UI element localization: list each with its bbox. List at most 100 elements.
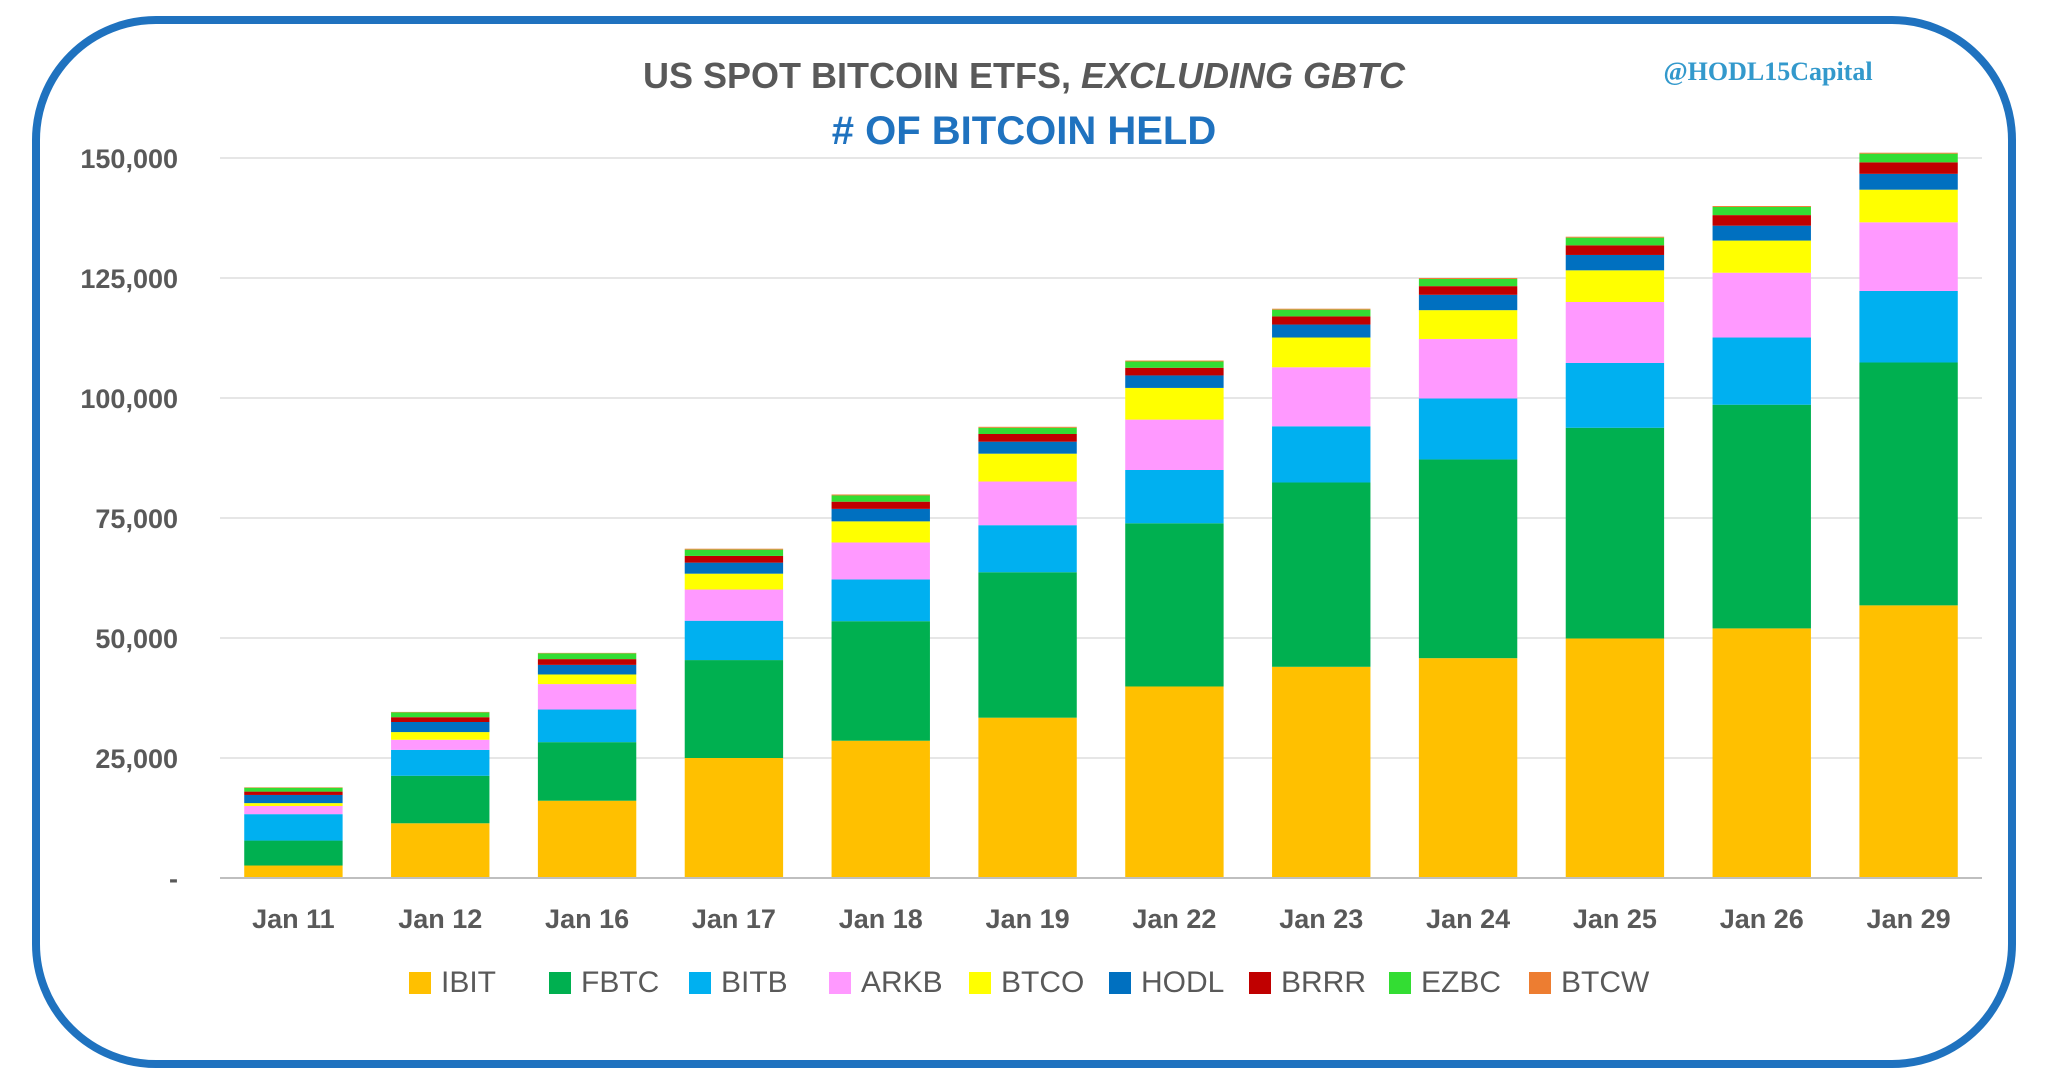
legend-item-fbtc: FBTC [549, 966, 659, 999]
bar-ibit [244, 865, 343, 878]
bar-fbtc [391, 775, 490, 824]
bar-stack-jan-25 [1565, 236, 1665, 878]
legend-item-bitb: BITB [689, 966, 788, 999]
bar-btco [537, 674, 637, 685]
y-tick-label: 50,000 [95, 624, 178, 654]
legend: IBIT FBTC BITB ARKB BTCO HODL BRRR EZBC BTCW [409, 966, 1650, 999]
legend-swatch [1529, 972, 1551, 994]
bar-btco [831, 521, 930, 543]
bar-stack-jan-12 [391, 711, 490, 878]
legend-swatch [1249, 972, 1271, 994]
bar-ezbc [684, 549, 784, 556]
bar-hodl [391, 722, 490, 733]
x-tick-label: Jan 11 [252, 904, 335, 934]
bar-ezbc [244, 787, 343, 792]
bar-bitb [1859, 290, 1958, 363]
bar-ibit [1859, 605, 1958, 878]
x-tick-label: Jan 16 [545, 904, 629, 934]
bar-arkb [1859, 222, 1958, 291]
x-tick-label: Jan 23 [1279, 904, 1363, 934]
x-tick-label: Jan 12 [398, 904, 482, 934]
bar-ibit [684, 758, 784, 878]
legend-swatch [829, 972, 851, 994]
bar-brrr [684, 555, 784, 563]
bar-fbtc [244, 840, 343, 866]
bar-btcw [1125, 360, 1224, 362]
bar-fbtc [684, 660, 784, 758]
bar-stack-jan-29 [1859, 152, 1958, 878]
bar-bitb [978, 525, 1077, 573]
bar-hodl [1859, 173, 1958, 190]
bar-fbtc [1125, 523, 1224, 687]
bar-btcw [1418, 278, 1518, 279]
x-axis-ticks: Jan 11 Jan 12 Jan 16 Jan 17 Jan 18 Jan 19 Jan … [252, 904, 1950, 934]
bar-hodl [1418, 294, 1518, 311]
bar-brrr [537, 659, 637, 665]
bar-arkb [831, 542, 930, 580]
legend-item-arkb: ARKB [829, 966, 943, 999]
bar-fbtc [1565, 427, 1665, 639]
bar-brrr [1418, 286, 1518, 295]
legend-label: BTCW [1561, 966, 1650, 999]
legend-swatch [689, 972, 711, 994]
x-tick-label: Jan 26 [1720, 904, 1804, 934]
legend-label: IBIT [441, 966, 496, 999]
bar-fbtc [537, 742, 637, 801]
bar-bitb [831, 579, 930, 622]
bar-fbtc [831, 621, 930, 741]
bar-ezbc [1125, 361, 1224, 368]
bar-arkb [391, 739, 490, 750]
bar-arkb [1125, 419, 1224, 470]
x-tick-label: Jan 19 [986, 904, 1070, 934]
legend-swatch [969, 972, 991, 994]
bar-hodl [244, 794, 343, 804]
chart-title-italic: EXCLUDING GBTC [1081, 55, 1406, 96]
bar-hodl [537, 664, 637, 675]
chart-title-main: US SPOT BITCOIN ETFS, [643, 55, 1081, 96]
bar-btcw [1859, 152, 1958, 154]
bar-fbtc [1418, 459, 1518, 659]
bar-brrr [978, 434, 1077, 442]
legend-label: BITB [721, 966, 788, 999]
bar-stack-jan-22 [1125, 360, 1224, 878]
bar-bitb [1272, 426, 1371, 483]
bar-brrr [1712, 215, 1811, 226]
legend-swatch [409, 972, 431, 994]
bar-brrr [1859, 162, 1958, 174]
x-tick-label: Jan 24 [1426, 904, 1510, 934]
bar-arkb [1712, 272, 1811, 338]
bar-bitb [391, 749, 490, 776]
legend-label: ARKB [861, 966, 943, 999]
bar-fbtc [978, 572, 1077, 718]
bar-brrr [1125, 367, 1224, 376]
bar-btco [1859, 189, 1958, 223]
bar-hodl [1565, 254, 1665, 271]
y-tick-label: 100,000 [80, 384, 178, 414]
chart-title: US SPOT BITCOIN ETFS, EXCLUDING GBTC [643, 55, 1406, 96]
bar-ibit [1418, 658, 1518, 878]
watermark: @HODL15Capital [1663, 57, 1872, 86]
bar-stack-jan-24 [1418, 278, 1518, 878]
bar-btco [1272, 337, 1371, 368]
legend-label: BTCO [1001, 966, 1084, 999]
bar-btcw [1712, 206, 1811, 207]
bar-btcw [831, 494, 930, 496]
bar-fbtc [1272, 482, 1371, 667]
bar-ezbc [537, 653, 637, 660]
bar-arkb [684, 589, 784, 621]
y-tick-label: 125,000 [80, 264, 178, 294]
bar-brrr [1565, 245, 1665, 255]
bar-arkb [978, 481, 1077, 526]
y-tick-label: 25,000 [95, 744, 178, 774]
bar-bitb [537, 709, 637, 743]
bar-ezbc [831, 495, 930, 502]
bar-stack-jan-26 [1712, 206, 1811, 878]
bar-hodl [1712, 225, 1811, 241]
bar-fbtc [1859, 362, 1958, 606]
bar-ibit [537, 800, 637, 878]
bar-ezbc [1565, 237, 1665, 246]
y-tick-label: 150,000 [80, 144, 178, 174]
legend-item-btcw: BTCW [1529, 966, 1650, 999]
x-tick-label: Jan 29 [1867, 904, 1951, 934]
bar-stack-jan-16 [537, 652, 637, 878]
